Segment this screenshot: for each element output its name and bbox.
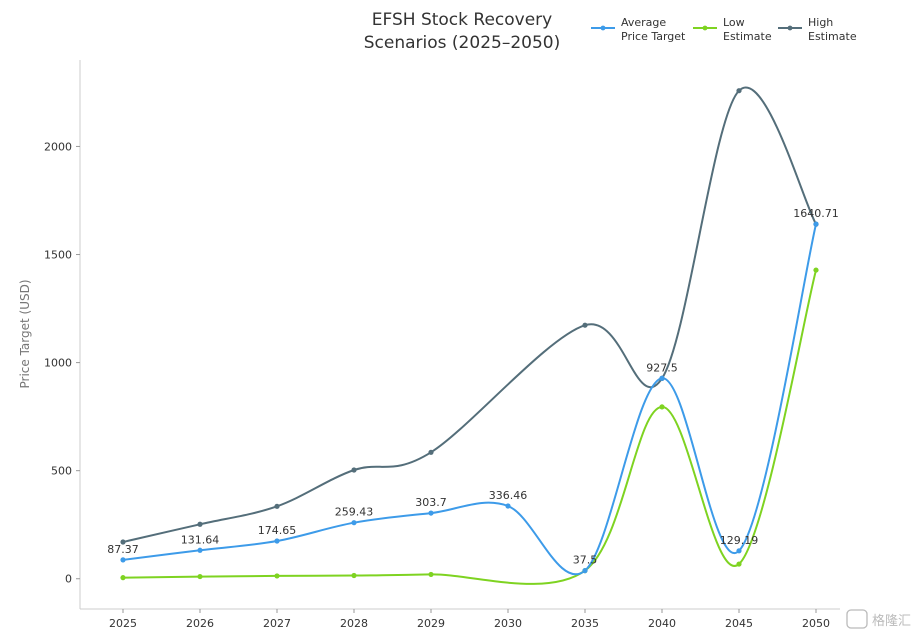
legend-label-high-estimate[interactable]: Estimate [808,30,857,43]
point-low-estimate[interactable] [736,561,742,567]
data-label: 927.5 [646,361,678,374]
x-tick-label: 2029 [417,617,445,630]
y-tick-label: 1000 [44,357,72,370]
line-high-estimate [122,86,817,543]
data-label: 37.5 [573,554,598,567]
y-tick-label: 2000 [44,140,72,153]
point-high-estimate[interactable] [351,467,357,473]
watermark: 格隆汇 [846,609,911,629]
point-average-price-target[interactable] [351,520,357,526]
legend-label-low-estimate[interactable]: Estimate [723,30,772,43]
chart-title: EFSH Stock Recovery Scenarios (2025–2050… [364,10,560,53]
legend-marker-low-estimate [702,25,708,31]
data-label: 336.46 [489,489,528,502]
line-low-estimate [122,269,817,585]
point-high-estimate[interactable] [428,449,434,455]
data-label: 259.43 [335,506,374,519]
y-tick-label: 0 [65,573,72,586]
point-high-estimate[interactable] [736,88,742,94]
point-low-estimate[interactable] [197,573,203,580]
axes: 0 500 1000 1500 2000 2025 2026 2027 2028 2029 2030… [44,60,840,630]
line-average-price-target [122,223,817,575]
y-tick-label: 1500 [44,249,72,262]
point-average-price-target[interactable] [736,548,742,554]
data-labels: 87.37 131.64 174.65 259.43 303.7 336.46 37.5 92… [107,207,839,567]
data-label: 129.19 [720,534,759,547]
y-tick-label: 500 [51,465,72,478]
legend-label-average-price-target[interactable]: Price Target [621,30,686,43]
chart-title-line-2: Scenarios (2025–2050) [364,33,560,53]
data-label: 303.7 [415,496,447,509]
x-tick-label: 2035 [571,617,599,630]
watermark-logo-icon [846,609,868,629]
x-tick-label: 2050 [802,617,830,630]
point-average-price-target[interactable] [659,375,665,381]
data-label: 87.37 [107,543,139,556]
point-average-price-target[interactable] [505,503,511,509]
point-high-estimate[interactable] [582,322,588,328]
legend-label-low-estimate[interactable]: Low [723,16,745,29]
point-low-estimate[interactable] [659,404,665,410]
point-low-estimate[interactable] [120,575,126,581]
point-high-estimate[interactable] [274,503,280,509]
point-average-price-target[interactable] [197,547,203,553]
point-average-price-target[interactable] [274,538,280,544]
x-tick-label: 2045 [725,617,753,630]
legend-marker-high-estimate [787,25,793,31]
series-lines [122,86,817,585]
chart-title-line-1: EFSH Stock Recovery [372,10,552,30]
legend-label-average-price-target[interactable]: Average [621,16,666,29]
point-low-estimate[interactable] [813,267,819,273]
x-tick-label: 2026 [186,617,214,630]
point-high-estimate[interactable] [120,539,126,545]
y-axis-label: Price Target (USD) [18,279,32,388]
point-low-estimate[interactable] [428,571,434,578]
data-label: 174.65 [258,524,297,537]
point-low-estimate[interactable] [351,572,357,579]
x-tick-label: 2025 [109,617,137,630]
point-average-price-target[interactable] [428,510,434,516]
point-high-estimate[interactable] [197,521,203,527]
series-markers [120,88,819,581]
point-average-price-target[interactable] [120,557,126,563]
x-tick-label: 2040 [648,617,676,630]
watermark-text: 格隆汇 [872,613,911,629]
x-tick-label: 2028 [340,617,368,630]
legend-label-high-estimate[interactable]: High [808,16,833,29]
data-label: 131.64 [181,533,220,546]
point-average-price-target[interactable] [582,568,588,574]
legend-marker-average-price-target [600,25,606,31]
data-label: 1640.71 [793,207,839,220]
x-tick-label: 2027 [263,617,291,630]
x-tick-label: 2030 [494,617,522,630]
point-low-estimate[interactable] [274,573,280,579]
point-average-price-target[interactable] [813,221,819,227]
